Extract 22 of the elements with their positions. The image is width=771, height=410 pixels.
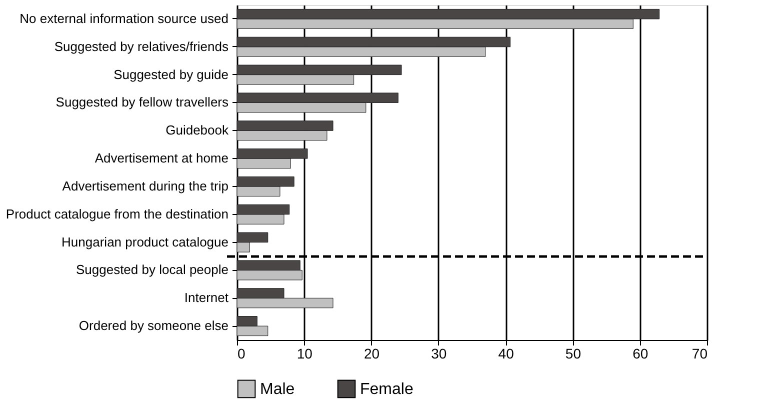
y-tick-label: Hungarian product catalogue <box>62 234 228 250</box>
x-tick-label: 20 <box>364 346 380 362</box>
x-tick-label: 40 <box>498 346 514 362</box>
x-tick-label: 30 <box>431 346 447 362</box>
y-tick-label: Guidebook <box>166 122 229 138</box>
y-tick-label: Suggested by guide <box>114 66 228 82</box>
y-tick-label: Suggested by fellow travellers <box>56 94 229 110</box>
y-tick-label: Suggested by relatives/friends <box>54 38 229 54</box>
x-tick-label: 70 <box>692 346 708 362</box>
y-tick-label: Advertisement at home <box>94 150 228 166</box>
legend-label: Male <box>260 380 295 398</box>
y-tick-label: Suggested by local people <box>76 262 228 278</box>
legend-label: Female <box>360 380 414 398</box>
y-tick-label: Advertisement during the trip <box>62 178 228 194</box>
y-tick-label: No external information source used <box>20 10 228 26</box>
x-tick-label: 0 <box>238 346 246 362</box>
x-tick-label: 10 <box>296 346 313 362</box>
x-tick-label: 60 <box>632 346 648 362</box>
y-tick-label: Internet <box>184 290 229 306</box>
x-tick-label: 50 <box>565 346 582 362</box>
y-tick-label: Product catalogue from the destination <box>6 206 228 222</box>
y-tick-label: Ordered by someone else <box>78 318 228 334</box>
